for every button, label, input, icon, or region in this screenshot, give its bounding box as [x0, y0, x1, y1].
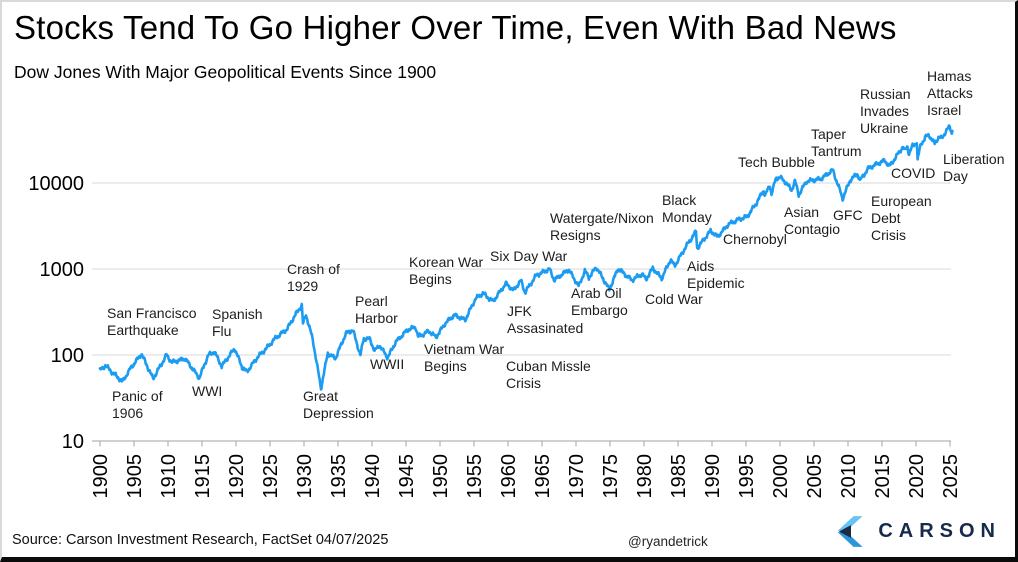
y-tick-label-1000: 1000 [40, 259, 85, 281]
x-tick-label-2000: 2000 [770, 454, 792, 499]
djia-line [98, 124, 954, 391]
x-tick-label-1995: 1995 [736, 454, 758, 499]
x-tick-label-1950: 1950 [430, 454, 452, 499]
carson-logo: CARSON [835, 513, 1001, 550]
x-tick-label-1980: 1980 [634, 454, 656, 499]
carson-logo-icon [837, 516, 863, 547]
page-title: Stocks Tend To Go Higher Over Time, Even… [14, 9, 897, 46]
x-tick-label-1920: 1920 [226, 454, 248, 499]
x-tick-label-1960: 1960 [498, 454, 520, 499]
x-tick-label-1945: 1945 [396, 454, 418, 499]
y-tick-label-10000: 10000 [28, 173, 84, 195]
y-tick-label-100: 100 [51, 345, 84, 367]
page-subtitle: Dow Jones With Major Geopolitical Events… [14, 62, 437, 82]
logo-mid-ribbon [837, 532, 863, 547]
x-tick-label-1985: 1985 [668, 454, 690, 499]
x-tick-label-1975: 1975 [600, 454, 622, 499]
x-tick-label-1935: 1935 [328, 454, 350, 499]
x-tick-label-1955: 1955 [464, 454, 486, 499]
logo-arrow-icon [839, 525, 852, 538]
x-tick-label-1915: 1915 [192, 454, 214, 499]
x-tick-label-2020: 2020 [906, 454, 928, 499]
x-tick-label-1930: 1930 [294, 454, 316, 499]
twitter-handle: @ryandetrick [628, 534, 708, 549]
logo-light-ribbon [837, 516, 863, 531]
source-text: Source: Carson Investment Research, Fact… [12, 532, 389, 548]
x-tick-label-2010: 2010 [838, 454, 860, 499]
x-tick-label-1970: 1970 [566, 454, 588, 499]
x-tick-label-1990: 1990 [702, 454, 724, 499]
carson-logo-text: CARSON [878, 520, 1001, 542]
y-tick-label-10: 10 [62, 431, 84, 453]
x-tick-label-2015: 2015 [872, 454, 894, 499]
x-tick-label-1910: 1910 [158, 454, 180, 499]
x-tick-label-1925: 1925 [260, 454, 282, 499]
x-tick-label-1905: 1905 [124, 454, 146, 499]
x-tick-label-1965: 1965 [532, 454, 554, 499]
x-tick-label-1900: 1900 [90, 454, 112, 499]
x-tick-label-2025: 2025 [940, 454, 962, 499]
x-tick-label-2005: 2005 [804, 454, 826, 499]
x-tick-label-1940: 1940 [362, 454, 384, 499]
